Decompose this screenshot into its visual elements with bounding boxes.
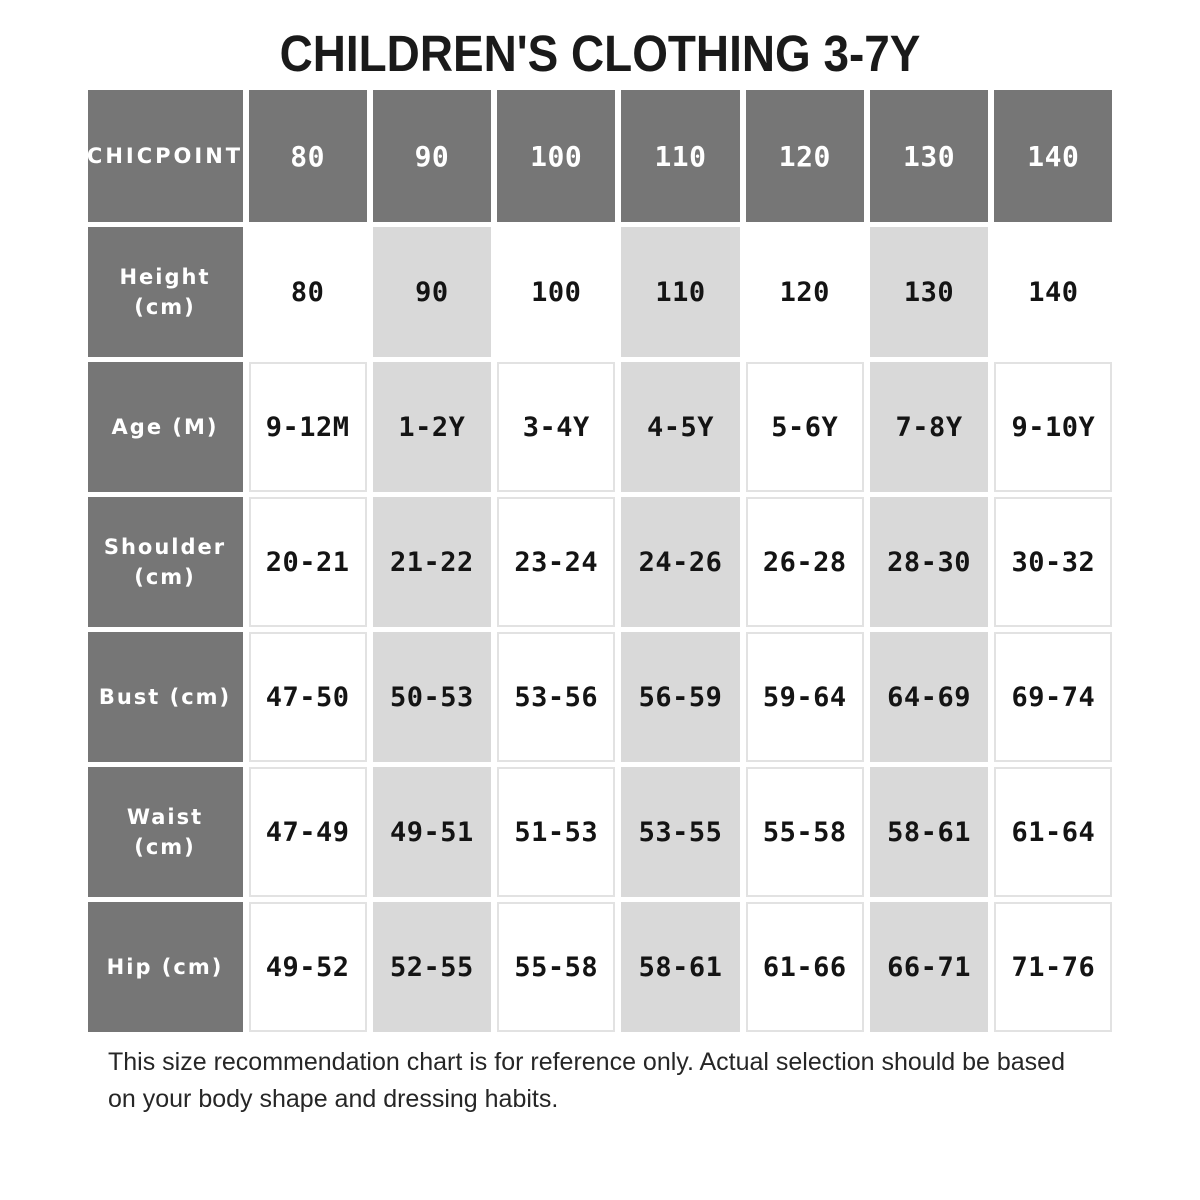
size-cell: 1-2Y — [372, 362, 492, 492]
row-label-shoulder: Shoulder (cm) — [87, 497, 243, 627]
size-cell: 30-32 — [994, 497, 1113, 627]
size-table: CHICPOINT 80 90 100 110 120 130 140 Heig… — [87, 90, 1113, 1032]
row-label-waist: Waist (cm) — [87, 767, 243, 897]
size-cell: 53-56 — [497, 632, 616, 762]
header-size-cell: 140 — [994, 90, 1113, 222]
size-cell: 52-55 — [372, 902, 492, 1032]
size-cell: 61-66 — [745, 902, 864, 1032]
size-cell: 24-26 — [621, 497, 740, 627]
size-cell: 55-58 — [497, 902, 616, 1032]
size-cell: 69-74 — [994, 632, 1113, 762]
size-cell: 4-5Y — [621, 362, 740, 492]
size-cell: 140 — [994, 227, 1113, 357]
size-cell: 64-69 — [869, 632, 989, 762]
size-cell: 49-52 — [248, 902, 367, 1032]
size-cell: 47-50 — [248, 632, 367, 762]
row-label-hip: Hip (cm) — [87, 902, 243, 1032]
size-cell: 51-53 — [497, 767, 616, 897]
size-cell: 20-21 — [248, 497, 367, 627]
size-cell: 5-6Y — [745, 362, 864, 492]
size-cell: 110 — [621, 227, 740, 357]
row-label-age: Age (M) — [87, 362, 243, 492]
row-label-bust: Bust (cm) — [87, 632, 243, 762]
size-cell: 80 — [248, 227, 367, 357]
size-cell: 7-8Y — [869, 362, 989, 492]
size-cell: 53-55 — [621, 767, 740, 897]
footnote: This size recommendation chart is for re… — [108, 1048, 1065, 1113]
size-cell: 47-49 — [248, 767, 367, 897]
size-cell: 3-4Y — [497, 362, 616, 492]
size-cell: 50-53 — [372, 632, 492, 762]
size-cell: 61-64 — [994, 767, 1113, 897]
row-label-height: Height (cm) — [87, 227, 243, 357]
size-cell: 130 — [869, 227, 989, 357]
header-size-cell: 130 — [869, 90, 989, 222]
size-cell: 9-12M — [248, 362, 367, 492]
size-cell: 21-22 — [372, 497, 492, 627]
size-cell: 66-71 — [869, 902, 989, 1032]
size-cell: 23-24 — [497, 497, 616, 627]
page-title: CHILDREN'S CLOTHING 3-7Y — [279, 25, 921, 82]
header-size-cell: 90 — [372, 90, 492, 222]
size-cell: 100 — [497, 227, 616, 357]
size-cell: 49-51 — [372, 767, 492, 897]
brand-cell: CHICPOINT — [87, 90, 243, 222]
size-cell: 9-10Y — [994, 362, 1113, 492]
header-size-cell: 100 — [497, 90, 616, 222]
size-cell: 90 — [372, 227, 492, 357]
size-cell: 26-28 — [745, 497, 864, 627]
size-cell: 55-58 — [745, 767, 864, 897]
size-cell: 58-61 — [869, 767, 989, 897]
size-cell: 28-30 — [869, 497, 989, 627]
size-cell: 71-76 — [994, 902, 1113, 1032]
size-cell: 56-59 — [621, 632, 740, 762]
header-size-cell: 120 — [745, 90, 864, 222]
header-size-cell: 110 — [621, 90, 740, 222]
header-size-cell: 80 — [248, 90, 367, 222]
size-cell: 120 — [745, 227, 864, 357]
size-cell: 58-61 — [621, 902, 740, 1032]
size-cell: 59-64 — [745, 632, 864, 762]
